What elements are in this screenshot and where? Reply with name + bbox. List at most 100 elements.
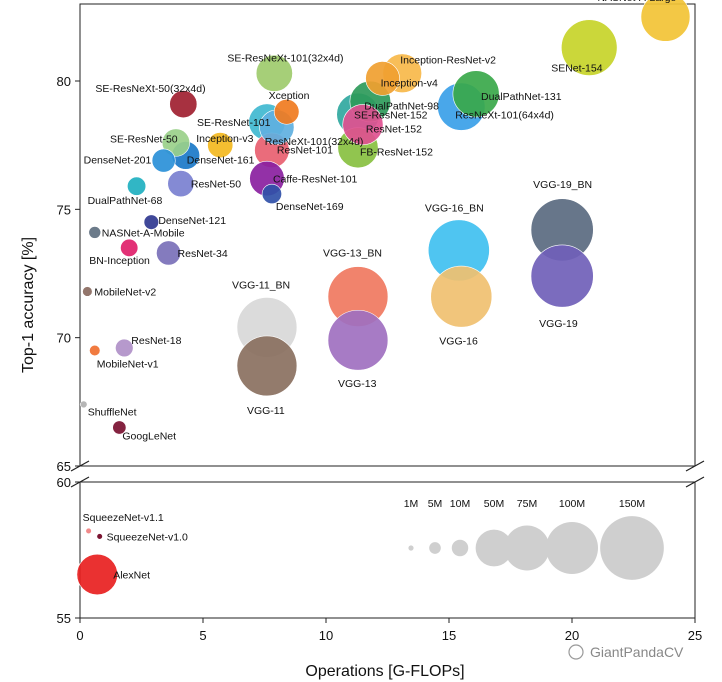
bubble-point bbox=[327, 309, 389, 371]
bubble-label: DualPathNet-131 bbox=[481, 91, 562, 103]
bubble-label: Xception bbox=[269, 90, 310, 102]
bubble-point bbox=[530, 244, 594, 308]
lower-plot-frame bbox=[79, 481, 696, 619]
size-legend-label: 1M bbox=[404, 498, 419, 510]
x-tick-label: 20 bbox=[565, 628, 579, 643]
size-legend-label: 50M bbox=[484, 498, 504, 510]
bubble-label: SE-ResNet-50 bbox=[110, 134, 178, 146]
bubble-label: VGG-19_BN bbox=[533, 179, 592, 191]
bubble-point bbox=[342, 104, 384, 146]
bubble-label: MobileNet-v2 bbox=[94, 286, 156, 298]
y-tick-label: 75 bbox=[57, 202, 71, 217]
chart-labels: 0 5 10 15 20 25 65 70 75 80 55 60 NASNet-A-Large SENe… bbox=[57, 0, 703, 643]
bubble-label: DenseNet-121 bbox=[158, 215, 226, 227]
bubble-label: VGG-11 bbox=[247, 405, 285, 417]
axis-break-gap-right bbox=[691, 467, 707, 481]
bubble-point bbox=[161, 128, 191, 157]
bubble-point bbox=[127, 176, 147, 196]
x-tick-label: 25 bbox=[688, 628, 702, 643]
bubble-label: DualPathNet-68 bbox=[88, 195, 163, 207]
bubble-point bbox=[561, 19, 618, 76]
bubble-point bbox=[143, 214, 159, 230]
bubble-label: ResNet-50 bbox=[191, 179, 241, 191]
bubble-label: VGG-19 bbox=[539, 318, 578, 330]
bubble-label: SENet-154 bbox=[551, 63, 603, 75]
y-tick-label: 65 bbox=[57, 459, 71, 474]
bubble-label: SE-ResNeXt-101(32x4d) bbox=[227, 52, 343, 64]
bubble-point bbox=[151, 148, 176, 173]
bubble-label: VGG-16_BN bbox=[425, 202, 484, 214]
x-tick-label: 5 bbox=[199, 628, 206, 643]
x-axis-label: Operations [G-FLOPs] bbox=[305, 663, 464, 680]
bubble-point bbox=[85, 527, 92, 535]
bubble-point bbox=[167, 170, 195, 198]
bubble-label: FB-ResNet-152 bbox=[360, 147, 433, 159]
bubble-label: ResNet-18 bbox=[131, 335, 181, 347]
bubble-label: ResNet-34 bbox=[178, 248, 228, 260]
bubble-point bbox=[79, 400, 88, 409]
size-legend-label: 75M bbox=[517, 498, 537, 510]
size-legend-bubble bbox=[429, 542, 441, 554]
bubble-point bbox=[640, 0, 691, 42]
bubble-point bbox=[115, 338, 134, 358]
watermark-text: GiantPandaCV bbox=[590, 644, 684, 660]
bubble-point bbox=[89, 344, 101, 357]
bubble-label: BN-Inception bbox=[89, 255, 150, 267]
bubble-label: Inception-v3 bbox=[196, 133, 253, 145]
bubble-label: ResNeXt-101(64x4d) bbox=[455, 110, 554, 122]
bubble-label: Caffe-ResNet-101 bbox=[273, 174, 358, 186]
bubble-label: ResNet-101 bbox=[277, 144, 333, 156]
bubble-label: SE-ResNet-101 bbox=[197, 117, 271, 129]
axis-break-mark bbox=[685, 476, 705, 488]
bubble-point bbox=[207, 132, 234, 159]
bubble-point bbox=[452, 70, 500, 118]
x-tick-label: 15 bbox=[442, 628, 456, 643]
axis-break-mark bbox=[685, 460, 705, 472]
watermark-icon bbox=[568, 644, 584, 660]
bubble-label: VGG-13_BN bbox=[323, 248, 382, 260]
bubble-point bbox=[236, 335, 298, 397]
size-legend-label: 10M bbox=[450, 498, 470, 510]
bubble-label: GoogLeNet bbox=[122, 431, 176, 443]
bubble-label: VGG-13 bbox=[338, 378, 377, 390]
bubble-point bbox=[96, 533, 103, 540]
size-legend-bubble bbox=[408, 545, 414, 551]
y-tick-label: 70 bbox=[57, 331, 71, 346]
bubble-label: AlexNet bbox=[113, 569, 150, 581]
bubble-label: NASNet-A-Large bbox=[597, 0, 676, 4]
bubble-point bbox=[169, 90, 198, 119]
size-legend-label: 100M bbox=[559, 498, 585, 510]
size-legend-bubble bbox=[546, 522, 598, 574]
bubble-point bbox=[273, 99, 300, 125]
bubble-point bbox=[255, 54, 293, 92]
y-axis-label: Top-1 accuracy [%] bbox=[20, 237, 37, 373]
bubble-point bbox=[365, 61, 400, 96]
bubble-label: ResNeXt-101(32x4d) bbox=[265, 136, 364, 148]
bubble-point bbox=[112, 420, 127, 435]
bubble-label: SE-ResNeXt-50(32x4d) bbox=[95, 83, 205, 95]
y-tick-label: 60 bbox=[57, 475, 71, 490]
bubble-point bbox=[430, 265, 493, 328]
bubble-label: MobileNet-v1 bbox=[97, 359, 159, 371]
bubble-label: DenseNet-201 bbox=[84, 155, 152, 167]
bubble-label: DualPathNet-98 bbox=[364, 101, 439, 113]
x-tick-label: 0 bbox=[76, 628, 83, 643]
bubble-label: VGG-11_BN bbox=[232, 279, 290, 291]
bubble-label: VGG-16 bbox=[439, 336, 478, 348]
bubble-label: Inception-v4 bbox=[381, 77, 438, 89]
bubble-label: ShuffleNet bbox=[88, 406, 137, 418]
bubble-point bbox=[120, 238, 139, 257]
size-legend-bubble bbox=[475, 529, 513, 567]
bubble-label: NASNet-A-Mobile bbox=[102, 227, 185, 239]
y-tick-label: 80 bbox=[57, 74, 71, 89]
bubble-point bbox=[156, 240, 181, 266]
size-legend-bubble bbox=[451, 539, 469, 557]
upper-plot-frame bbox=[79, 3, 696, 467]
y-tick-label: 55 bbox=[57, 611, 71, 626]
size-legend-bubble bbox=[600, 516, 664, 580]
bubble-label: DenseNet-161 bbox=[187, 154, 255, 166]
bubble-label: SE-ResNet-152 bbox=[354, 109, 428, 121]
x-tick-label: 10 bbox=[319, 628, 333, 643]
